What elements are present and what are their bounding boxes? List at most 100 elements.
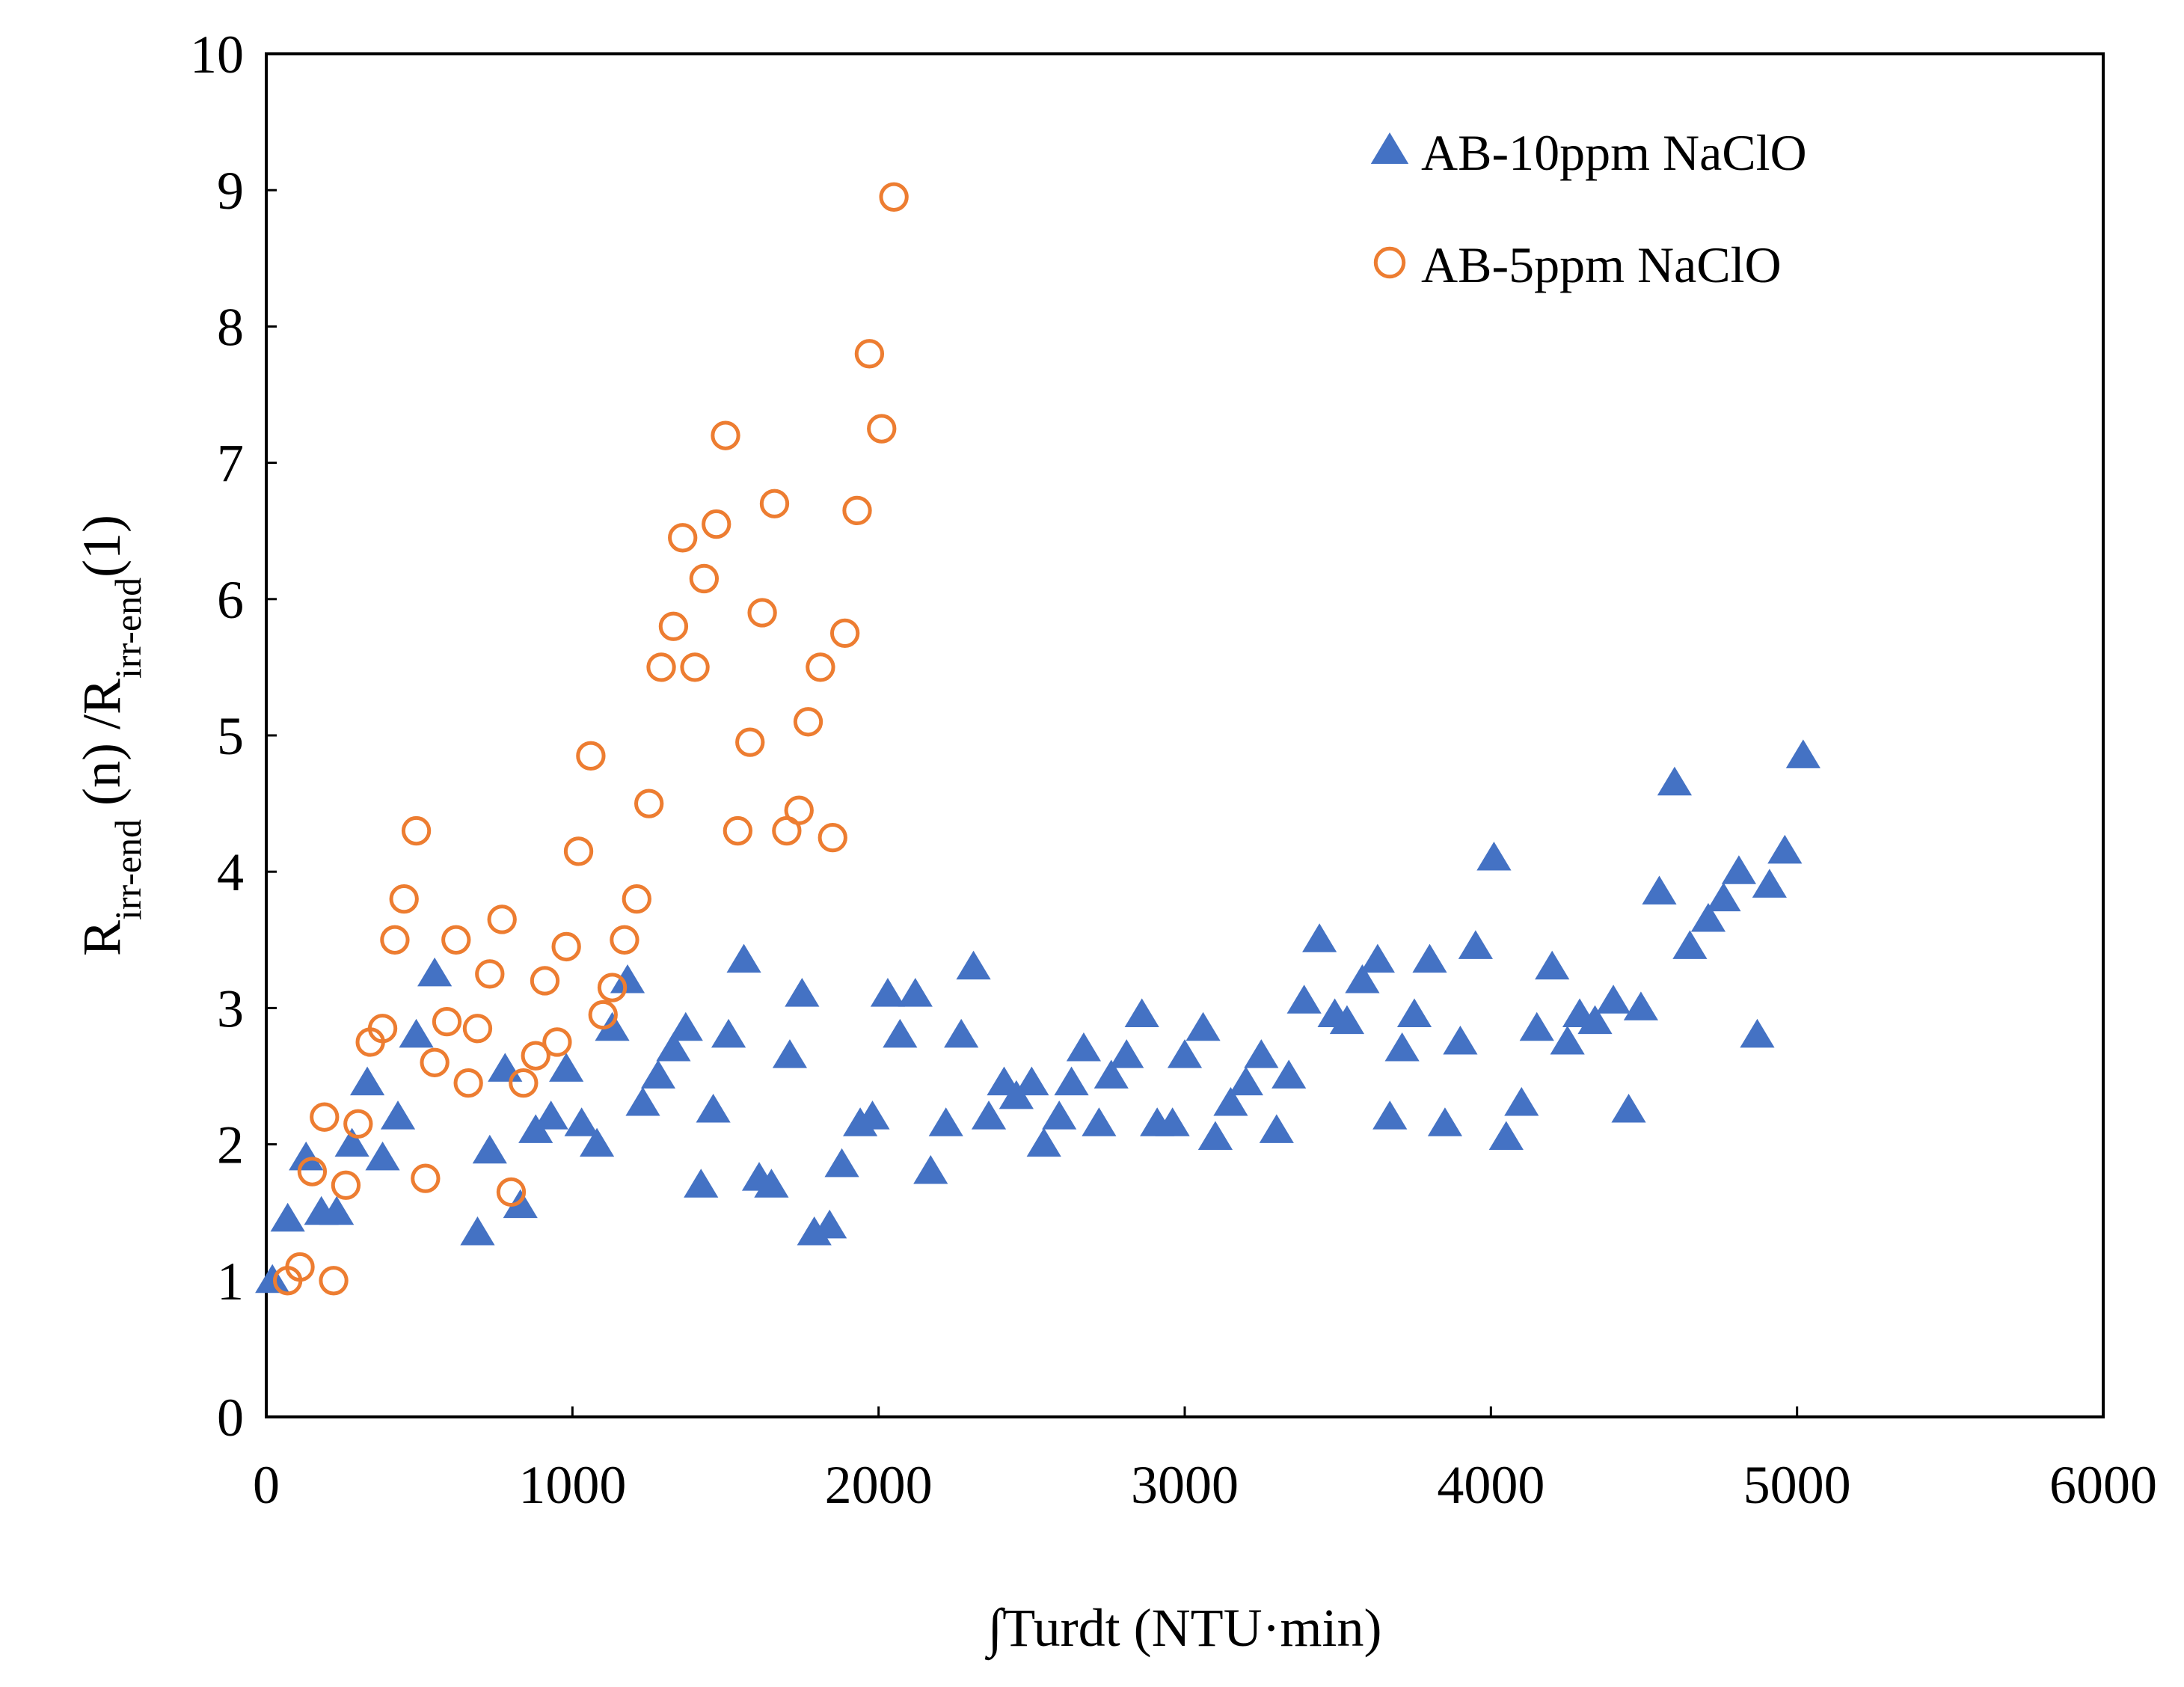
data-point — [818, 822, 847, 853]
y-tick-label: 3 — [217, 979, 244, 1038]
x-tick-label: 0 — [253, 1455, 280, 1515]
data-point — [898, 978, 933, 1007]
data-point — [576, 741, 606, 771]
data-point — [1396, 998, 1432, 1028]
y-axis-title-part: (1) — [72, 515, 132, 578]
data-point — [1443, 1025, 1478, 1055]
data-point — [319, 1266, 349, 1296]
data-point — [656, 1032, 691, 1062]
data-point — [640, 1059, 676, 1089]
data-point — [1167, 1039, 1203, 1068]
data-point — [462, 1014, 493, 1044]
y-tick-label: 4 — [217, 842, 244, 902]
data-point — [913, 1155, 948, 1184]
data-point — [1721, 855, 1756, 884]
series-layer — [255, 182, 1820, 1296]
data-point — [1740, 1018, 1775, 1048]
data-point — [255, 1264, 290, 1293]
data-point — [453, 1068, 483, 1098]
data-point — [1197, 1121, 1233, 1150]
data-point — [812, 1209, 847, 1239]
data-point — [785, 978, 820, 1007]
x-axis-title: ∫Turdt (NTU·min) — [984, 1598, 1381, 1661]
y-tick-label: 9 — [217, 161, 244, 221]
legend-label-1: AB-10ppm NaClO — [1421, 124, 1807, 181]
data-point — [389, 884, 419, 914]
data-point — [696, 1094, 731, 1123]
data-point — [622, 884, 651, 914]
data-point — [1185, 1011, 1221, 1041]
data-point — [1228, 1066, 1263, 1096]
data-point — [1272, 1059, 1307, 1089]
data-point — [1657, 766, 1693, 796]
data-point — [441, 925, 471, 955]
data-point — [842, 495, 872, 526]
y-tick-label: 7 — [217, 434, 244, 494]
data-point — [971, 1100, 1007, 1130]
data-point — [735, 727, 765, 757]
data-point — [1302, 923, 1337, 952]
data-point — [1706, 882, 1741, 912]
data-point — [310, 1102, 340, 1132]
data-point — [1427, 1107, 1463, 1136]
data-point — [668, 1011, 703, 1041]
data-point — [1082, 1107, 1117, 1136]
data-point — [1384, 1032, 1420, 1062]
y-axis-title-part: (n) /R — [72, 679, 132, 819]
data-point — [1595, 985, 1631, 1014]
legend-marker-1 — [1370, 132, 1409, 164]
data-point — [365, 1141, 400, 1171]
data-point — [658, 611, 689, 641]
plot-area — [265, 52, 2105, 1418]
data-point — [870, 978, 906, 1007]
data-point — [668, 523, 698, 553]
data-point — [1259, 1114, 1294, 1143]
data-point — [689, 563, 720, 594]
data-point — [855, 1100, 890, 1130]
data-point — [1690, 902, 1726, 932]
data-point — [723, 815, 753, 846]
data-point — [1014, 1066, 1049, 1096]
y-axis-title: Rirr-end (n) /Rirr-end(1) — [72, 515, 149, 956]
data-point — [297, 1157, 328, 1187]
y-tick-label: 6 — [217, 570, 244, 630]
data-point — [1360, 943, 1395, 973]
data-point — [475, 959, 505, 989]
data-point — [319, 1195, 355, 1225]
y-axis-title-part: R — [72, 920, 132, 956]
x-tick-label: 4000 — [1437, 1455, 1545, 1515]
legend: AB-10ppm NaClO AB-5ppm NaClO — [1370, 124, 1807, 293]
data-point — [726, 943, 761, 973]
data-point — [1054, 1066, 1089, 1096]
y-tick-label: 2 — [217, 1115, 244, 1175]
data-point — [1155, 1107, 1190, 1136]
data-point — [411, 1163, 441, 1193]
series-1 — [255, 739, 1820, 1293]
data-point — [883, 1018, 918, 1048]
data-point — [684, 1169, 719, 1198]
data-point — [829, 618, 860, 649]
data-point — [588, 999, 618, 1030]
data-point — [1488, 1121, 1524, 1150]
data-point — [1093, 1059, 1129, 1089]
data-point — [432, 1006, 462, 1037]
data-point — [1042, 1100, 1077, 1130]
data-point — [772, 1039, 808, 1068]
data-point — [784, 795, 814, 825]
data-point — [634, 789, 664, 818]
data-point — [503, 1189, 538, 1219]
data-point — [472, 1134, 507, 1164]
data-point — [1213, 1086, 1248, 1116]
data-point — [1672, 930, 1708, 959]
data-point — [496, 1177, 527, 1207]
data-point — [533, 1100, 568, 1130]
data-point — [380, 1100, 416, 1130]
y-axis-title-subscript: irr-end — [107, 819, 149, 920]
data-point — [1124, 998, 1159, 1028]
x-tick-label: 6000 — [2049, 1455, 2157, 1515]
data-point — [928, 1107, 963, 1136]
data-point — [530, 966, 560, 996]
data-point — [1785, 739, 1820, 768]
y-tick-label: 8 — [217, 297, 244, 357]
